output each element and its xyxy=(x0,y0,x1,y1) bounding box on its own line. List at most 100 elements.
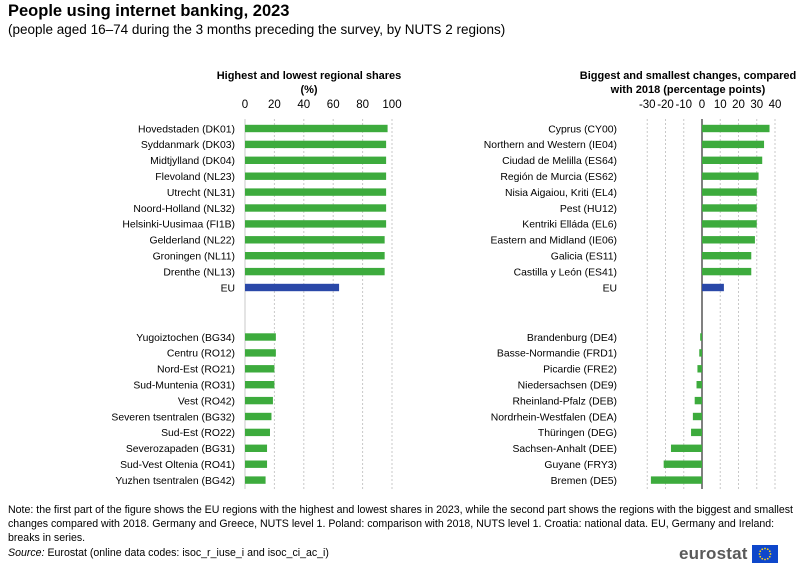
category-label-share: Yugoiztochen (BG34) xyxy=(136,333,235,344)
category-label-share: Helsinki-Uusimaa (FI1B) xyxy=(122,220,235,231)
flag-star xyxy=(766,557,769,560)
category-label-change: Northern and Western (IE04) xyxy=(484,140,617,151)
category-label-change: Brandenburg (DE4) xyxy=(527,333,617,344)
flag-star xyxy=(761,548,763,551)
x-tick-label-change: 0 xyxy=(699,99,705,111)
bar-share xyxy=(245,156,387,164)
category-label-change: Bremen (DE5) xyxy=(551,476,617,487)
bar-change xyxy=(696,381,702,389)
category-label-change: Eastern and Midland (IE06) xyxy=(491,236,618,247)
chart-title: People using internet banking, 2023 xyxy=(8,2,290,20)
category-label-change: Cyprus (CY00) xyxy=(548,124,617,135)
bar-share xyxy=(245,365,275,373)
bar-share xyxy=(245,396,273,405)
bar-change xyxy=(702,124,770,133)
category-label-change: Kentriki Elláda (EL6) xyxy=(522,220,617,231)
bar-change xyxy=(700,333,702,341)
bar-share xyxy=(245,252,385,260)
bar-change xyxy=(702,172,759,180)
category-label-share: Drenthe (NL13) xyxy=(163,267,235,278)
bar-change xyxy=(702,140,765,149)
category-label-change: Rheinland-Pfalz (DEB) xyxy=(512,396,617,407)
category-label-change: Nisia Aigaiou, Kriti (EL4) xyxy=(505,188,617,199)
category-label-change: EU xyxy=(603,283,617,294)
x-tick-label-change: 40 xyxy=(769,99,782,111)
bar-share xyxy=(245,428,270,437)
x-tick-label-change: 20 xyxy=(732,99,745,111)
bar-share xyxy=(245,283,340,292)
bar-change xyxy=(702,220,757,228)
footnote: Note: the first part of the figure shows… xyxy=(8,503,798,560)
flag-star xyxy=(758,553,761,555)
panel-title-share: Highest and lowest regional shares xyxy=(217,70,402,82)
category-label-share: Sud-Est (RO22) xyxy=(161,428,235,439)
category-label-share: Sud-Vest Oltenia (RO41) xyxy=(120,460,235,471)
category-label-change: Basse-Normandie (FRD1) xyxy=(497,349,617,360)
category-label-share: Syddanmark (DK03) xyxy=(141,140,235,151)
x-tick-label-change: -30 xyxy=(639,99,656,111)
flag-star xyxy=(769,553,772,555)
eurostat-logo: eurostat xyxy=(679,544,778,564)
category-label-change: Pest (HU12) xyxy=(560,204,617,215)
chart-subtitle: (people aged 16–74 during the 3 months p… xyxy=(8,22,506,37)
x-tick-label-share: 20 xyxy=(268,99,281,111)
category-label-share: Yuzhen tsentralen (BG42) xyxy=(115,476,235,487)
category-label-share: Sud-Muntenia (RO31) xyxy=(133,381,235,392)
flag-star xyxy=(768,550,771,553)
category-label-change: Ciudad de Melilla (ES64) xyxy=(502,156,617,167)
flag-star xyxy=(768,555,771,558)
x-tick-label-share: 80 xyxy=(356,99,369,111)
category-label-share: Severozapaden (BG31) xyxy=(126,444,235,455)
logo-text: eurostat xyxy=(679,544,748,563)
bar-share xyxy=(245,412,272,421)
x-tick-label-share: 100 xyxy=(382,99,401,111)
bar-share xyxy=(245,188,387,196)
category-label-share: Hovedstaden (DK01) xyxy=(138,124,235,135)
category-label-change: Castilla y León (ES41) xyxy=(514,267,617,278)
panel-title-change: with 2018 (percentage points) xyxy=(610,84,766,96)
flag-star xyxy=(759,550,761,553)
bar-share xyxy=(245,267,385,276)
flag-background xyxy=(751,545,778,563)
category-label-change: Guyane (FRY3) xyxy=(544,460,617,471)
bar-change xyxy=(702,236,755,244)
eu-flag-icon xyxy=(751,545,778,563)
bar-change xyxy=(650,476,702,484)
flag-star xyxy=(761,557,763,560)
x-tick-label-share: 0 xyxy=(242,99,248,111)
category-label-change: Picardie (FRE2) xyxy=(543,365,617,376)
bar-change xyxy=(702,188,757,196)
bar-share xyxy=(245,381,275,389)
panel-title-share: (%) xyxy=(300,84,317,96)
category-label-change: Thüringen (DEG) xyxy=(538,428,617,439)
panel-title-change: Biggest and smallest changes, compared xyxy=(580,70,796,82)
category-label-share: Flevoland (NL23) xyxy=(155,172,235,183)
category-label-change: Región de Murcia (ES62) xyxy=(500,172,617,183)
category-label-share: EU xyxy=(221,283,235,294)
flag-star xyxy=(763,558,766,561)
bar-change xyxy=(702,252,752,260)
bar-change xyxy=(699,349,702,357)
bar-change xyxy=(702,156,763,164)
bar-share xyxy=(245,124,388,133)
charts-canvas: Highest and lowest regional shares (%) 0 20… xyxy=(111,70,796,489)
bar-share xyxy=(245,236,385,244)
bar-share xyxy=(245,204,387,212)
x-tick-label-share: 60 xyxy=(327,99,340,111)
bar-share xyxy=(245,172,387,180)
bar-change xyxy=(670,444,702,452)
category-label-share: Centru (RO12) xyxy=(167,349,235,360)
category-label-change: Galicia (ES11) xyxy=(551,252,617,263)
note-text: Note: the first part of the figure shows… xyxy=(8,504,793,545)
bar-share xyxy=(245,140,387,149)
source-label: Source: xyxy=(8,546,45,559)
bar-change xyxy=(697,365,702,373)
category-label-change: Sachsen-Anhalt (DEE) xyxy=(512,444,617,455)
bar-change xyxy=(691,428,702,437)
bar-change xyxy=(702,283,724,292)
bar-change xyxy=(663,460,702,468)
bar-share xyxy=(245,460,268,468)
category-label-share: Nord-Est (RO21) xyxy=(157,365,235,376)
bar-share xyxy=(245,333,276,341)
category-label-change: Nordrhein-Westfalen (DEA) xyxy=(491,412,617,423)
